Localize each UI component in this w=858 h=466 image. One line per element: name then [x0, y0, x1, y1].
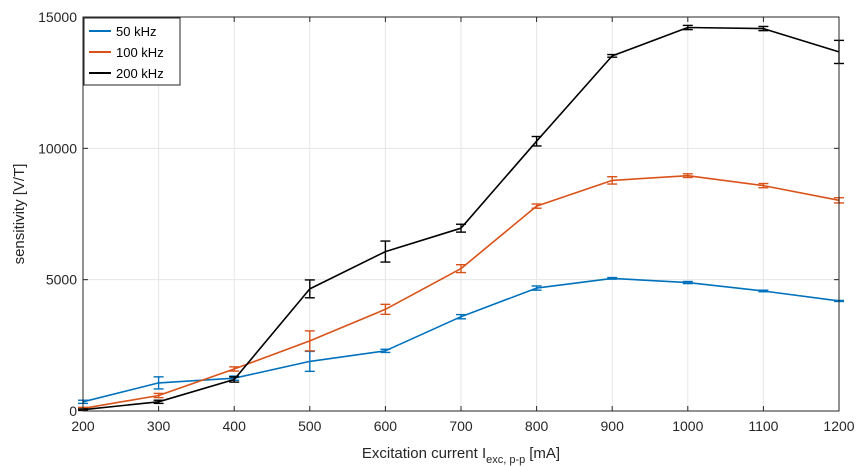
error-bar [304, 279, 315, 299]
error-bar [607, 53, 618, 58]
error-bar [758, 25, 769, 32]
x-axis-label-subscript: exc, p-p [486, 454, 525, 466]
legend-label: 50 kHz [116, 24, 156, 39]
x-axis-label-unit: [mA] [529, 445, 560, 462]
y-tick-label: 10000 [38, 140, 77, 156]
error-bar [456, 223, 466, 233]
x-tick-label: 1000 [672, 418, 703, 434]
x-tick-label: 300 [147, 418, 171, 434]
legend-label: 100 kHz [116, 45, 164, 60]
x-tick-label: 400 [223, 418, 247, 434]
x-tick-label: 900 [601, 418, 625, 434]
error-bar [380, 348, 391, 354]
error-bar [758, 182, 769, 189]
error-bar [380, 303, 391, 316]
series-2 [78, 24, 844, 412]
error-bar [682, 24, 693, 31]
error-bar [153, 399, 164, 405]
x-tick-label: 1200 [823, 418, 854, 434]
x-tick-label: 500 [298, 418, 322, 434]
error-bar [531, 135, 542, 147]
error-bar [456, 313, 466, 320]
error-bar [607, 276, 618, 280]
x-tick-label: 700 [449, 418, 473, 434]
error-bar [682, 280, 693, 285]
x-tick-label: 1100 [748, 418, 778, 434]
error-bar [456, 263, 466, 274]
error-bar [153, 376, 164, 390]
axis-ticks: 200 300 400 500 600 700 800 900 1000 1100 1200 0 500… [38, 9, 855, 434]
legend-label: 200 kHz [116, 66, 164, 81]
error-bar [531, 203, 542, 209]
error-bar [304, 330, 315, 352]
error-bar [531, 285, 542, 291]
error-bar [153, 392, 164, 399]
error-bar [229, 366, 240, 372]
x-axis-label: Excitation current Iexc, p-p [mA] [362, 445, 560, 466]
error-bar [380, 240, 391, 263]
x-axis-label-main: Excitation current I [362, 445, 486, 462]
x-tick-label: 600 [374, 418, 398, 434]
error-bar [607, 176, 618, 185]
error-bar [682, 173, 693, 179]
error-bar [758, 289, 769, 293]
legend: 50 kHz 100 kHz 200 kHz [83, 17, 181, 86]
error-bar [229, 376, 240, 383]
y-tick-label: 5000 [46, 272, 77, 288]
x-tick-label: 800 [525, 418, 549, 434]
y-tick-label: 0 [69, 403, 77, 419]
y-axis-label: sensitivity [V/T] [11, 164, 28, 265]
y-tick-label: 15000 [38, 9, 77, 25]
x-tick-label: 200 [71, 418, 95, 434]
